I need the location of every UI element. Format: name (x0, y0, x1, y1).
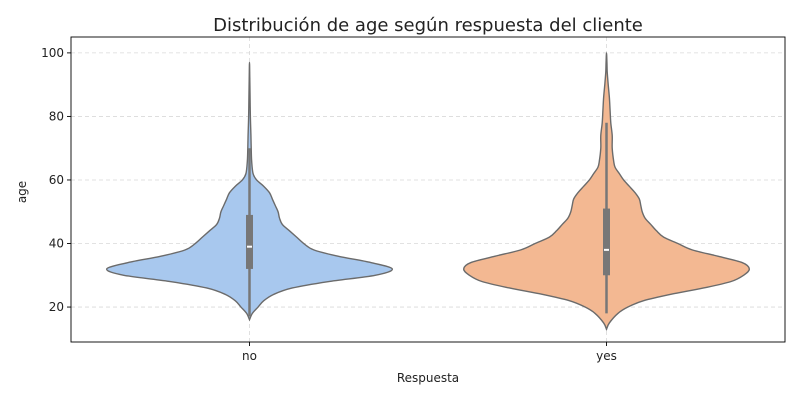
y-tick-label: 60 (49, 173, 64, 187)
y-tick-label: 80 (49, 109, 64, 123)
iqr-box-no (246, 214, 253, 269)
axes: 20 40 60 80 100 no yes (41, 36, 786, 363)
plot-frame (70, 36, 786, 343)
chart-title: Distribución de age según respuesta del … (213, 15, 643, 36)
y-tick-label: 100 (41, 46, 64, 60)
x-tick-label: yes (596, 349, 617, 363)
x-axis-label: Respuesta (397, 371, 459, 385)
grid-lines (71, 37, 785, 342)
x-tick-label: no (242, 349, 257, 363)
y-axis-label: age (15, 181, 29, 203)
violins (106, 52, 750, 331)
y-tick-label: 40 (49, 237, 64, 251)
iqr-box-yes (603, 208, 610, 276)
y-tick-label: 20 (49, 300, 64, 314)
